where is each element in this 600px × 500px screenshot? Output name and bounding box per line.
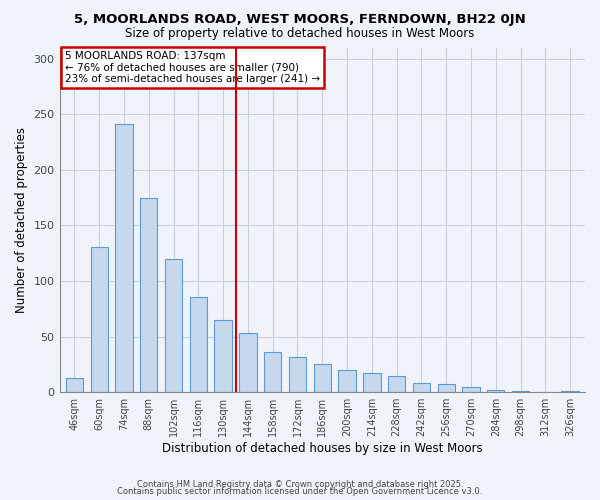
Bar	[388, 376, 406, 392]
Text: Contains HM Land Registry data © Crown copyright and database right 2025.: Contains HM Land Registry data © Crown c…	[137, 480, 463, 489]
Bar	[487, 390, 505, 392]
Bar	[314, 364, 331, 392]
Bar	[214, 320, 232, 392]
Bar	[338, 370, 356, 392]
Bar	[239, 334, 257, 392]
Bar	[363, 374, 380, 392]
Bar	[91, 246, 108, 392]
Bar	[264, 352, 281, 392]
Bar	[463, 386, 479, 392]
Y-axis label: Number of detached properties: Number of detached properties	[15, 127, 28, 313]
Bar	[413, 384, 430, 392]
Bar	[66, 378, 83, 392]
Bar	[190, 296, 207, 392]
Bar	[140, 198, 157, 392]
Text: Size of property relative to detached houses in West Moors: Size of property relative to detached ho…	[125, 26, 475, 40]
Bar	[115, 124, 133, 392]
Text: 5, MOORLANDS ROAD, WEST MOORS, FERNDOWN, BH22 0JN: 5, MOORLANDS ROAD, WEST MOORS, FERNDOWN,…	[74, 12, 526, 26]
Text: 5 MOORLANDS ROAD: 137sqm
← 76% of detached houses are smaller (790)
23% of semi-: 5 MOORLANDS ROAD: 137sqm ← 76% of detach…	[65, 51, 320, 84]
Text: Contains public sector information licensed under the Open Government Licence v3: Contains public sector information licen…	[118, 488, 482, 496]
Bar	[512, 391, 529, 392]
Bar	[289, 356, 306, 392]
Bar	[562, 391, 579, 392]
Bar	[165, 259, 182, 392]
Bar	[437, 384, 455, 392]
X-axis label: Distribution of detached houses by size in West Moors: Distribution of detached houses by size …	[162, 442, 482, 455]
